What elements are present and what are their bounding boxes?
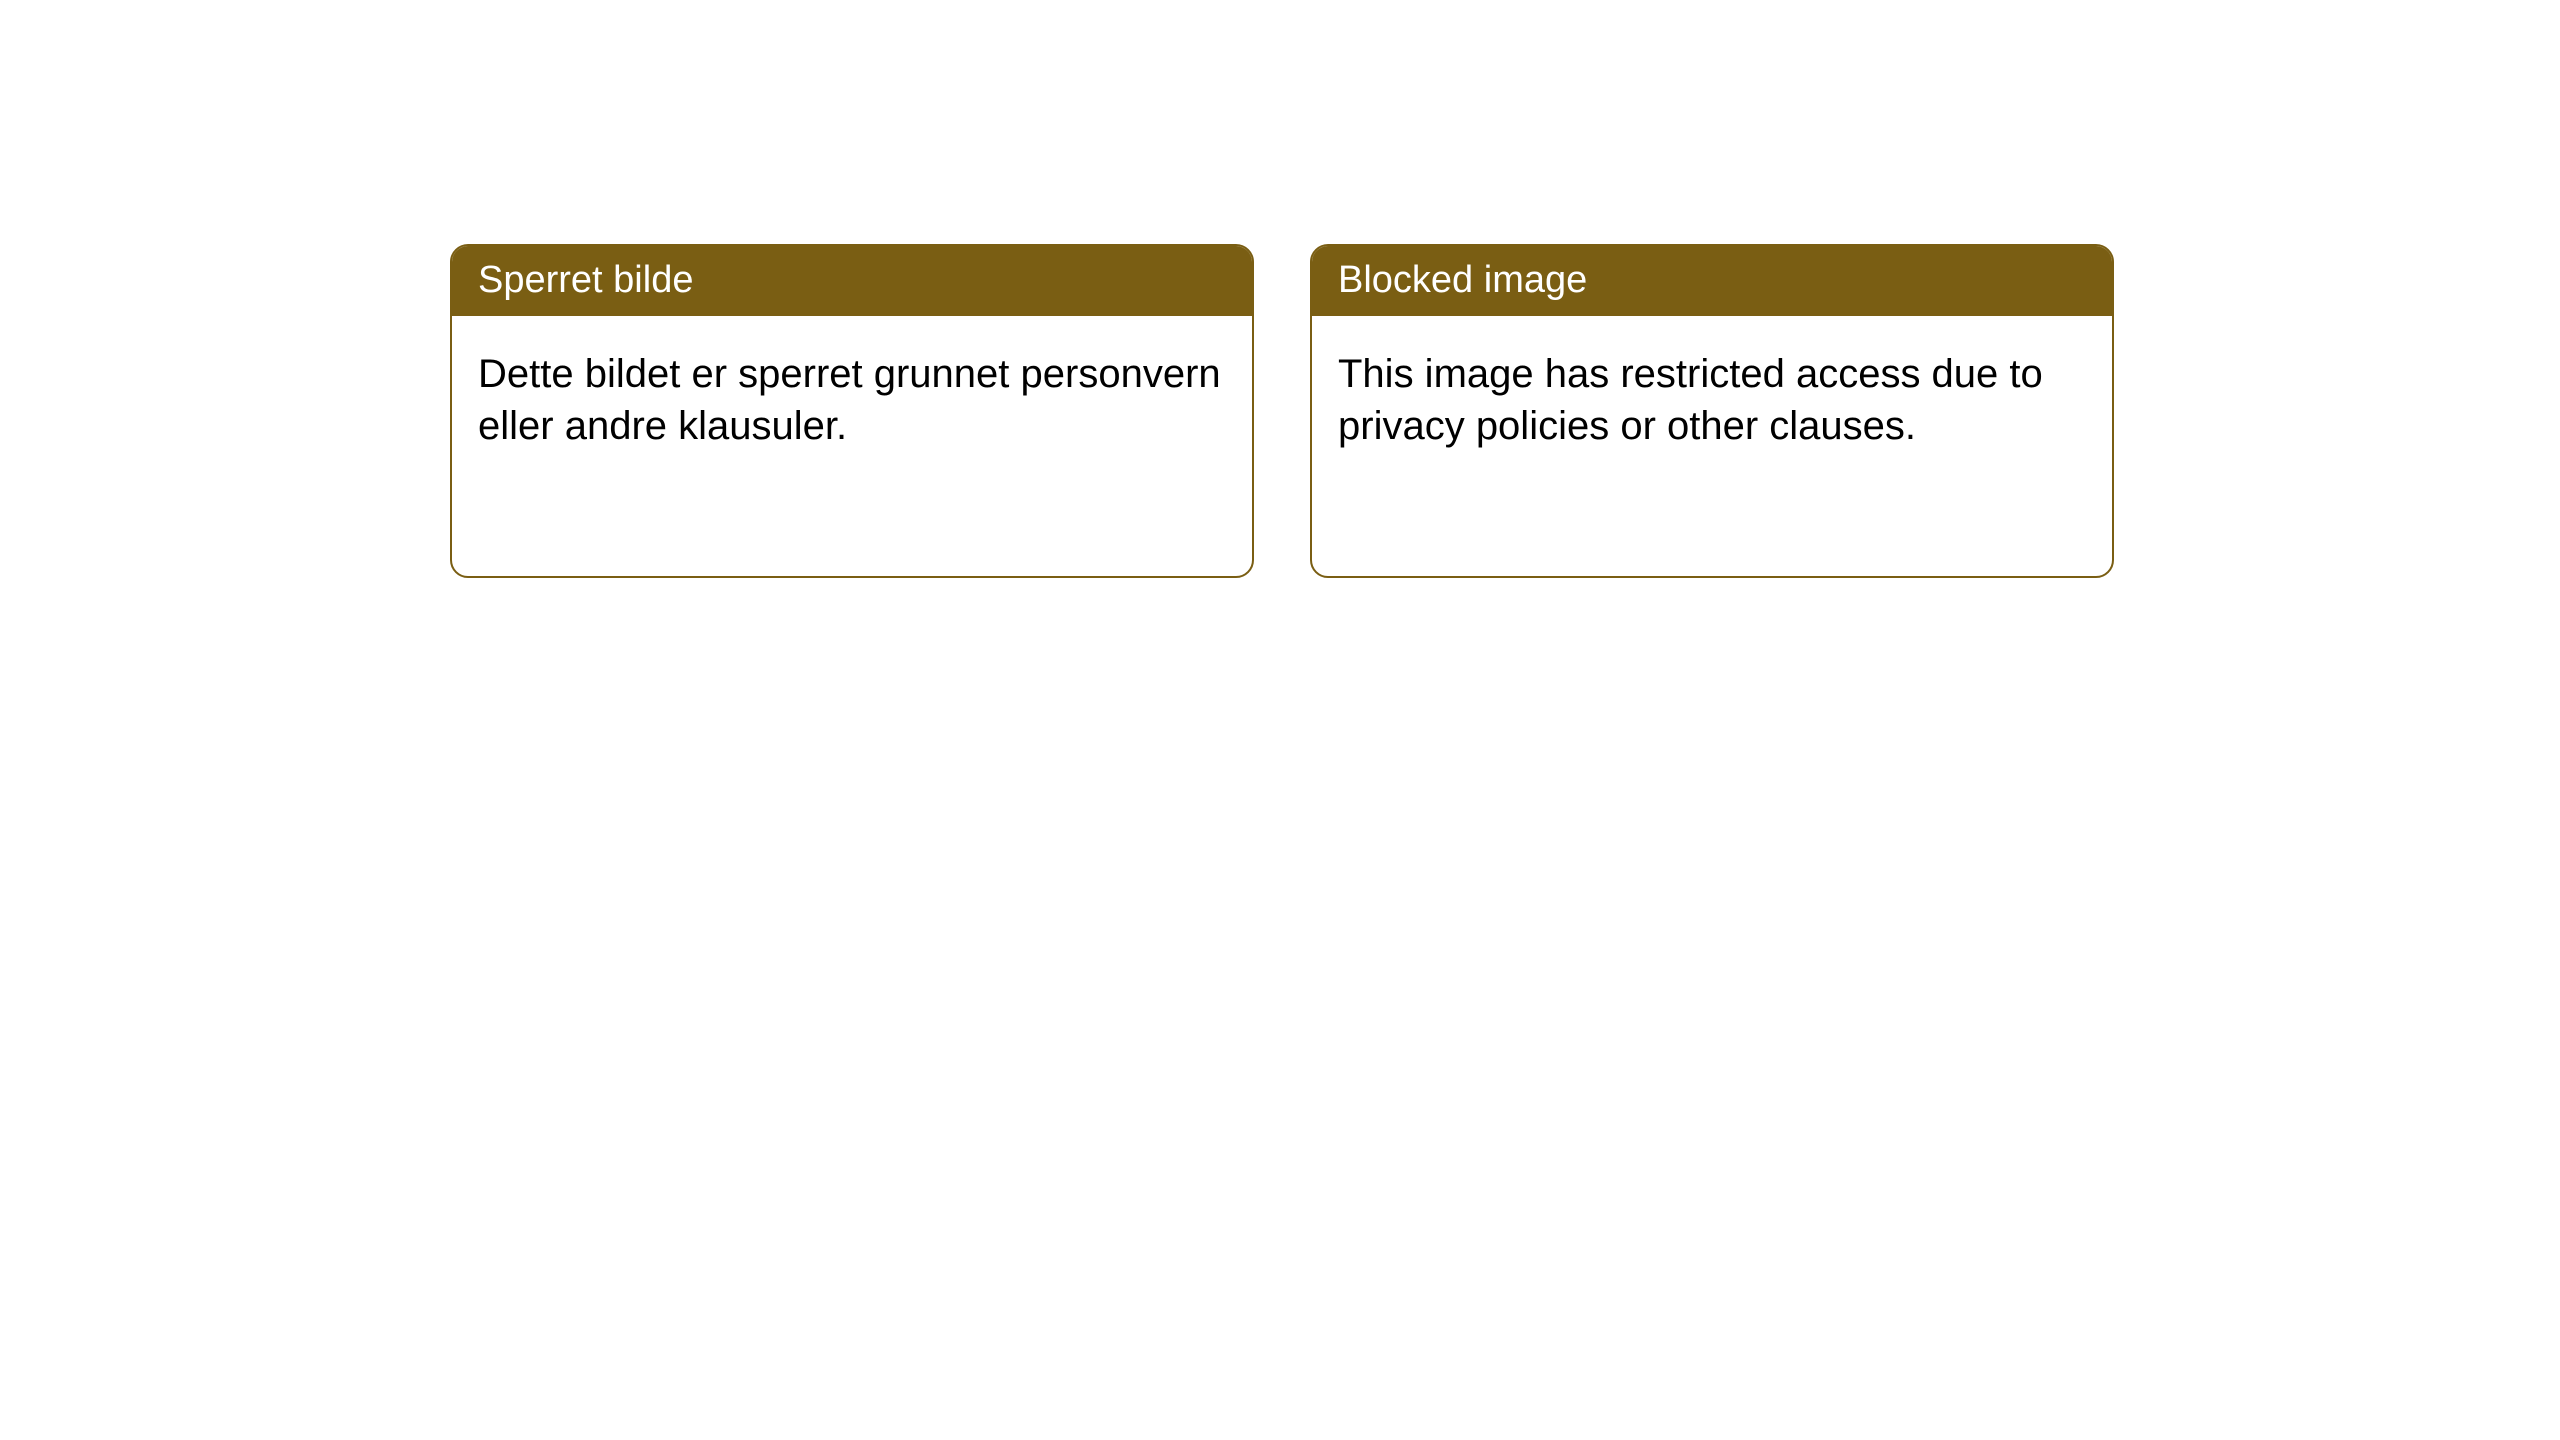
notice-card-english: Blocked image This image has restricted … — [1310, 244, 2114, 578]
notice-body: Dette bildet er sperret grunnet personve… — [452, 316, 1252, 484]
notice-container: Sperret bilde Dette bildet er sperret gr… — [450, 244, 2114, 578]
notice-title: Sperret bilde — [478, 259, 693, 301]
notice-text: This image has restricted access due to … — [1338, 352, 2043, 448]
notice-header: Blocked image — [1312, 246, 2112, 316]
notice-title: Blocked image — [1338, 259, 1587, 301]
notice-body: This image has restricted access due to … — [1312, 316, 2112, 484]
notice-text: Dette bildet er sperret grunnet personve… — [478, 352, 1221, 448]
notice-header: Sperret bilde — [452, 246, 1252, 316]
notice-card-norwegian: Sperret bilde Dette bildet er sperret gr… — [450, 244, 1254, 578]
